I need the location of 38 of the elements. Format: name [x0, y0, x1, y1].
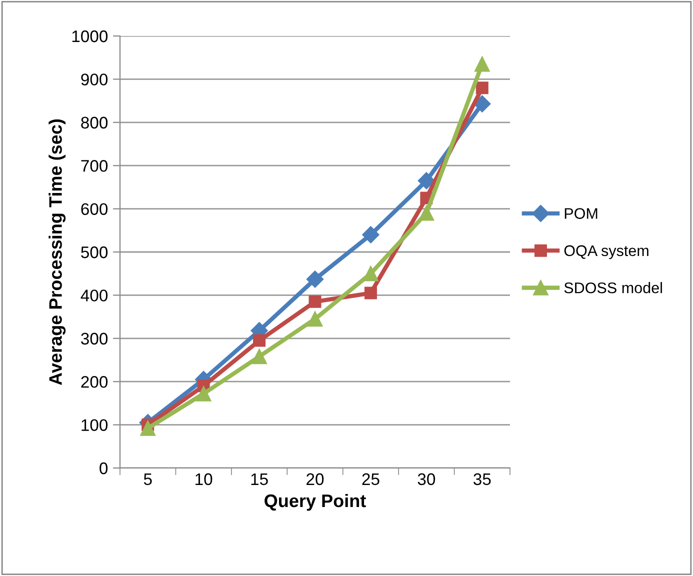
x-axis-title: Query Point — [264, 494, 366, 511]
x-tick-label: 25 — [362, 473, 380, 486]
point — [252, 348, 267, 364]
x-tick-label: 35 — [474, 473, 491, 486]
legend-label: SDOSS model — [564, 282, 662, 294]
point — [308, 295, 322, 308]
x-tick-label: 10 — [196, 473, 212, 486]
y-tick-label: 1000 — [72, 30, 108, 42]
x-tick-label: 5 — [144, 473, 152, 486]
point — [474, 56, 490, 72]
point — [196, 386, 212, 402]
point — [474, 95, 491, 112]
point — [418, 172, 435, 190]
x-tick-label: 30 — [418, 473, 436, 486]
y-tick-label: 300 — [81, 332, 108, 345]
legend-label: POM — [564, 208, 598, 219]
y-tick-label: 400 — [80, 290, 108, 302]
y-tick-label: 500 — [81, 246, 108, 258]
y-tick-label: 700 — [81, 160, 108, 172]
point — [140, 420, 156, 436]
point — [307, 311, 323, 327]
y-tick-label: 100 — [82, 419, 108, 432]
point — [418, 205, 434, 221]
point — [476, 82, 488, 94]
point — [363, 266, 378, 282]
y-tick-label: 0 — [100, 462, 108, 474]
point — [253, 334, 266, 347]
y-axis-title: Average Processing Time (sec) — [48, 119, 66, 386]
point — [364, 286, 377, 300]
y-tick-label: 800 — [81, 116, 108, 129]
y-tick-label: 600 — [81, 203, 108, 216]
point — [306, 270, 324, 288]
point — [362, 226, 380, 244]
x-tick-label: 20 — [306, 473, 324, 486]
legend-label: OQA system — [564, 245, 648, 260]
y-tick-label: 900 — [81, 74, 108, 86]
y-tick-label: 200 — [81, 376, 108, 388]
x-tick-label: 15 — [251, 473, 268, 486]
